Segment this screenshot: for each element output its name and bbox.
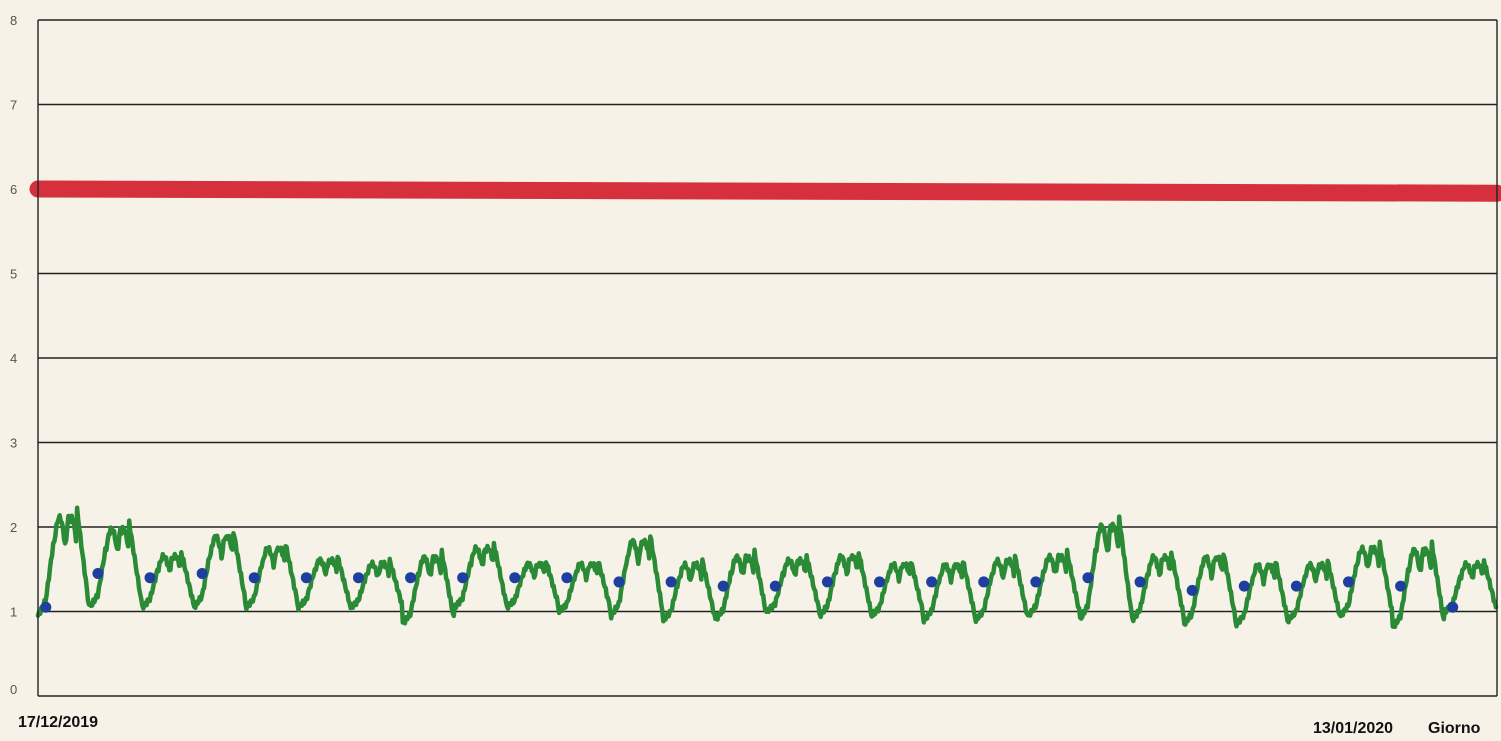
data-point-18: [926, 576, 938, 588]
data-point-28: [1447, 601, 1459, 613]
y-tick-label-0: 0: [10, 682, 17, 697]
y-tick-label-1: 1: [10, 605, 17, 620]
y-tick-label-8: 8: [10, 13, 17, 28]
data-point-9: [457, 572, 469, 584]
data-point-4: [196, 567, 208, 579]
data-point-22: [1134, 576, 1146, 588]
data-point-16: [821, 576, 833, 588]
data-point-12: [613, 576, 625, 588]
data-point-5: [248, 572, 260, 584]
y-tick-label-2: 2: [10, 520, 17, 535]
data-point-7: [352, 572, 364, 584]
data-point-10: [509, 572, 521, 584]
axes: 0 1 2 3 4 5 6 7 8: [10, 13, 1498, 697]
series-layer: [29, 180, 1501, 629]
data-point-8: [405, 572, 417, 584]
y-tick-label-3: 3: [10, 436, 17, 451]
y-tick-label-4: 4: [10, 351, 17, 366]
data-point-15: [769, 580, 781, 592]
series-reference-line: [29, 180, 1501, 202]
data-point-25: [1290, 580, 1302, 592]
data-point-1: [40, 601, 52, 613]
data-point-21: [1082, 572, 1094, 584]
y-tick-label-6: 6: [10, 182, 17, 197]
data-point-2: [92, 567, 104, 579]
data-point-19: [978, 576, 990, 588]
data-point-6: [300, 572, 312, 584]
gridlines: [38, 19, 1497, 613]
data-point-24: [1238, 580, 1250, 592]
x-end-label: 13/01/2020: [1313, 720, 1393, 736]
data-point-20: [1030, 576, 1042, 588]
data-point-13: [665, 576, 677, 588]
x-start-label: 17/12/2019: [18, 714, 98, 731]
data-point-26: [1342, 576, 1354, 588]
x-axis-label: Giorno: [1428, 720, 1481, 736]
data-point-27: [1395, 580, 1407, 592]
y-tick-label-5: 5: [10, 267, 17, 282]
series-measured-line: [35, 505, 1499, 629]
data-point-23: [1186, 584, 1198, 596]
data-point-14: [717, 580, 729, 592]
y-tick-label-7: 7: [10, 98, 17, 113]
data-point-17: [874, 576, 886, 588]
data-point-11: [561, 572, 573, 584]
data-point-3: [144, 572, 156, 584]
